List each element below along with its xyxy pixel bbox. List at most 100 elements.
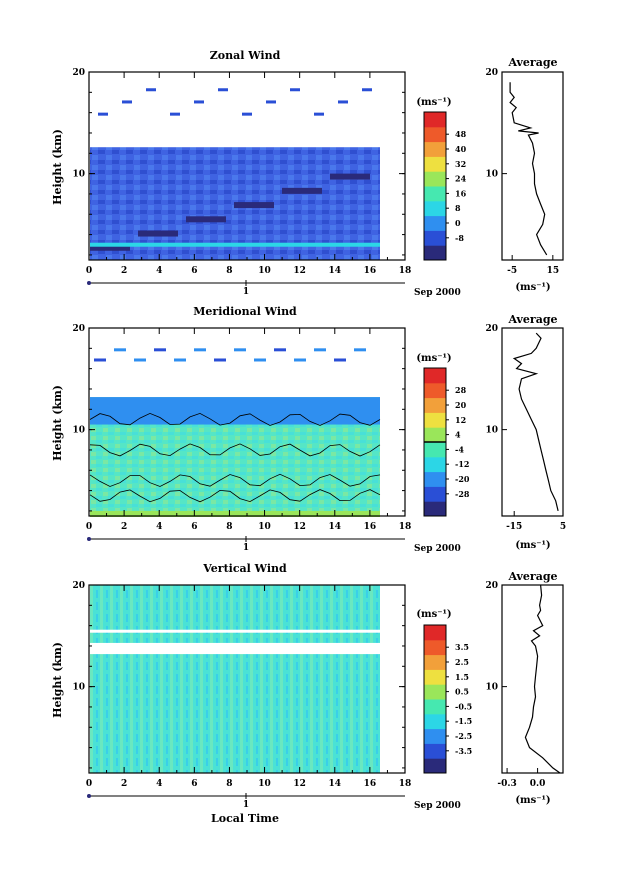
panel2-average-xlabel: (ms⁻¹) bbox=[515, 540, 550, 551]
panel3-colorbar-segment bbox=[424, 639, 446, 656]
panel3-average-profile-line bbox=[524, 584, 561, 774]
panel2-y-tick-label: 10 bbox=[72, 426, 85, 436]
panel1-colorbar-segment bbox=[424, 126, 446, 143]
panel1-strong-wind-band bbox=[186, 216, 226, 223]
panel1-x-tick-label: 8 bbox=[226, 266, 232, 276]
panel1-x-tick-label: 16 bbox=[364, 266, 377, 276]
panel2-colorbar-label: 4 bbox=[455, 430, 461, 440]
panel1-colorbar-segment bbox=[424, 112, 446, 128]
panel2-colorbar-label: -20 bbox=[455, 474, 470, 484]
panel2-colorbar-label: 12 bbox=[455, 415, 466, 425]
panel3-colorbar-label: -1.5 bbox=[455, 716, 472, 726]
panel1-colorbar-label: 0 bbox=[455, 218, 461, 228]
panel1-average-x-tick-label: 15 bbox=[547, 266, 560, 276]
panel2-upper-patch bbox=[174, 358, 186, 362]
panel1-colorbar-segment bbox=[424, 230, 446, 246]
panel1-average-title: Average bbox=[507, 56, 557, 69]
panel1-light-wind-band bbox=[90, 242, 380, 247]
panel3-x-tick-label: 6 bbox=[191, 779, 197, 789]
panel3-date-label: Sep 2000 bbox=[414, 801, 461, 811]
panel2-x-tick-label: 4 bbox=[156, 522, 162, 532]
panel3-x-tick-label: 14 bbox=[329, 779, 342, 789]
panel1-upper-patch bbox=[314, 112, 324, 116]
panel1-colorbar-segment bbox=[424, 245, 446, 261]
panel3-colorbar-label: -0.5 bbox=[455, 701, 472, 711]
panel2-colorbar-segment bbox=[424, 368, 446, 384]
panel1-colorbar-segment bbox=[424, 215, 446, 231]
panel2-colorbar-label: 28 bbox=[455, 385, 467, 395]
panel2-x-tick-label: 6 bbox=[191, 522, 197, 532]
panel2-upper-patch bbox=[334, 358, 346, 362]
panel3-x-tick-label: 0 bbox=[86, 779, 92, 789]
panel2-colorbar-segment bbox=[424, 471, 446, 487]
panel2-ylabel: Height (km) bbox=[51, 385, 64, 461]
panel1-x-tick-label: 0 bbox=[86, 266, 92, 276]
panel1-title: Zonal Wind bbox=[210, 49, 281, 62]
panel1-upper-patch bbox=[122, 100, 132, 104]
panel3-x-tick-label: 8 bbox=[226, 779, 232, 789]
panel1-colorbar-frame bbox=[423, 111, 447, 261]
panel3-average-x-tick-label: -0.3 bbox=[497, 779, 516, 789]
panel2-colorbar-unit: (ms⁻¹) bbox=[416, 353, 451, 364]
panel2-colorbar-segment bbox=[424, 412, 446, 428]
panel2-surface-band bbox=[90, 510, 380, 517]
panel3-data-gap bbox=[90, 642, 380, 655]
panel2-southerly-band bbox=[90, 397, 380, 425]
panel2-upper-patch bbox=[214, 358, 226, 362]
panel1-average-xlabel: (ms⁻¹) bbox=[515, 282, 550, 293]
panel3-colorbar-label: 0.5 bbox=[455, 687, 469, 697]
panel2-colorbar-label: -28 bbox=[455, 489, 470, 499]
panel2-zero-contour bbox=[89, 489, 381, 503]
panel2-colorbar-label: -4 bbox=[455, 444, 464, 454]
panel2-colorbar-segment bbox=[424, 456, 446, 473]
panel1-average-x-tick-label: -5 bbox=[507, 266, 517, 276]
panel1-y-tick-label: 20 bbox=[72, 68, 85, 78]
panel3-x-tick-label: 18 bbox=[399, 779, 412, 789]
panel2-average-profile-line bbox=[512, 332, 559, 512]
panel3-average-y-tick-label: 20 bbox=[485, 581, 498, 591]
panel3-x-tick-label: 2 bbox=[121, 779, 127, 789]
panel1-strong-wind-band bbox=[234, 202, 274, 209]
panel2-colorbar-label: -12 bbox=[455, 459, 469, 469]
panel3-data-field bbox=[90, 585, 380, 773]
panel3-colorbar-label: 1.5 bbox=[455, 672, 469, 682]
panel3-colorbar-segment bbox=[424, 743, 446, 759]
panel2-x-tick-label: 8 bbox=[226, 522, 232, 532]
panel3-colorbar-frame bbox=[423, 624, 447, 774]
panel3-colorbar-segment bbox=[424, 669, 446, 685]
panel1-day-marker: 1 bbox=[243, 287, 249, 297]
panel1-upper-patch bbox=[266, 100, 276, 104]
panel1-x-tick-label: 10 bbox=[258, 266, 271, 276]
panel3-colorbar-segment bbox=[424, 654, 446, 670]
panel1-x-tick-label: 6 bbox=[191, 266, 197, 276]
panel1-x-tick-label: 12 bbox=[293, 266, 306, 276]
panel3-colorbar-label: 3.5 bbox=[455, 642, 469, 652]
panel1-average-frame bbox=[501, 71, 564, 261]
panel1-x-tick-label: 18 bbox=[399, 266, 412, 276]
panel1-colorbar-label: 40 bbox=[455, 144, 467, 154]
panel3-average-frame bbox=[501, 584, 564, 774]
panel3-day-start-marker bbox=[87, 794, 91, 798]
panel2-y-tick-label: 20 bbox=[72, 324, 85, 334]
panel2-zero-contour bbox=[89, 443, 381, 457]
panel1-colorbar-segment bbox=[424, 200, 446, 217]
panel1-x-tick-label: 2 bbox=[121, 266, 127, 276]
panel1-colorbar-label: 32 bbox=[455, 159, 466, 169]
panel3-average-y-tick-label: 10 bbox=[485, 683, 498, 693]
panel1-ylabel: Height (km) bbox=[51, 129, 64, 205]
panel1-strong-wind-band bbox=[138, 230, 178, 237]
panel2-upper-patch bbox=[294, 358, 306, 362]
panel2-x-tick-label: 10 bbox=[258, 522, 271, 532]
panel1-x-tick-label: 14 bbox=[329, 266, 342, 276]
panel2-upper-patch bbox=[194, 348, 206, 352]
panel3-average-xlabel: (ms⁻¹) bbox=[515, 795, 550, 806]
panel1-colorbar-label: 24 bbox=[455, 174, 467, 184]
panel1-y-tick-label: 10 bbox=[72, 170, 85, 180]
panel1-upper-patch bbox=[218, 88, 228, 92]
panel1-strong-wind-band bbox=[90, 244, 130, 251]
panel2-average-x-tick-label: -15 bbox=[506, 522, 522, 532]
panel2-average-y-tick-label: 20 bbox=[485, 324, 498, 334]
panel2-average-frame bbox=[501, 327, 564, 517]
panel1-colorbar-label: 48 bbox=[455, 129, 467, 139]
